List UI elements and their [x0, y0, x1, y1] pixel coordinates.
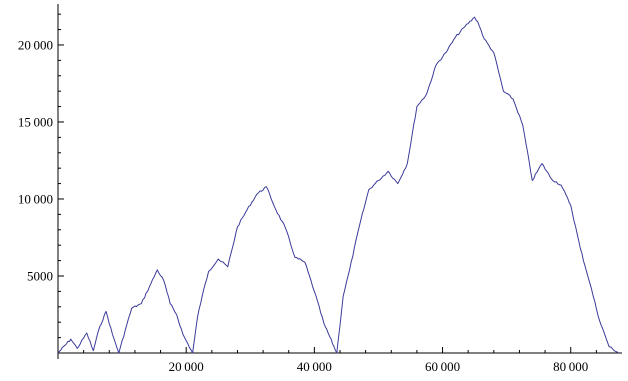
y-tick-label: 15 000 [18, 114, 53, 129]
x-tick-label: 60 000 [425, 359, 460, 374]
series-line [57, 16, 620, 354]
axes [57, 4, 622, 359]
x-tick-label: 40 000 [297, 359, 332, 374]
x-tick-label: 80 000 [553, 359, 588, 374]
y-tick-label: 20 000 [18, 37, 53, 52]
plot-area [57, 16, 620, 354]
tick-labels: 20 000 40 000 60 000 80 000 5000 10 000 15 000… [18, 37, 588, 374]
ticks [58, 13, 597, 353]
y-tick-label: 5000 [27, 268, 53, 283]
x-tick-label: 20 000 [169, 359, 204, 374]
y-tick-label: 10 000 [18, 191, 53, 206]
